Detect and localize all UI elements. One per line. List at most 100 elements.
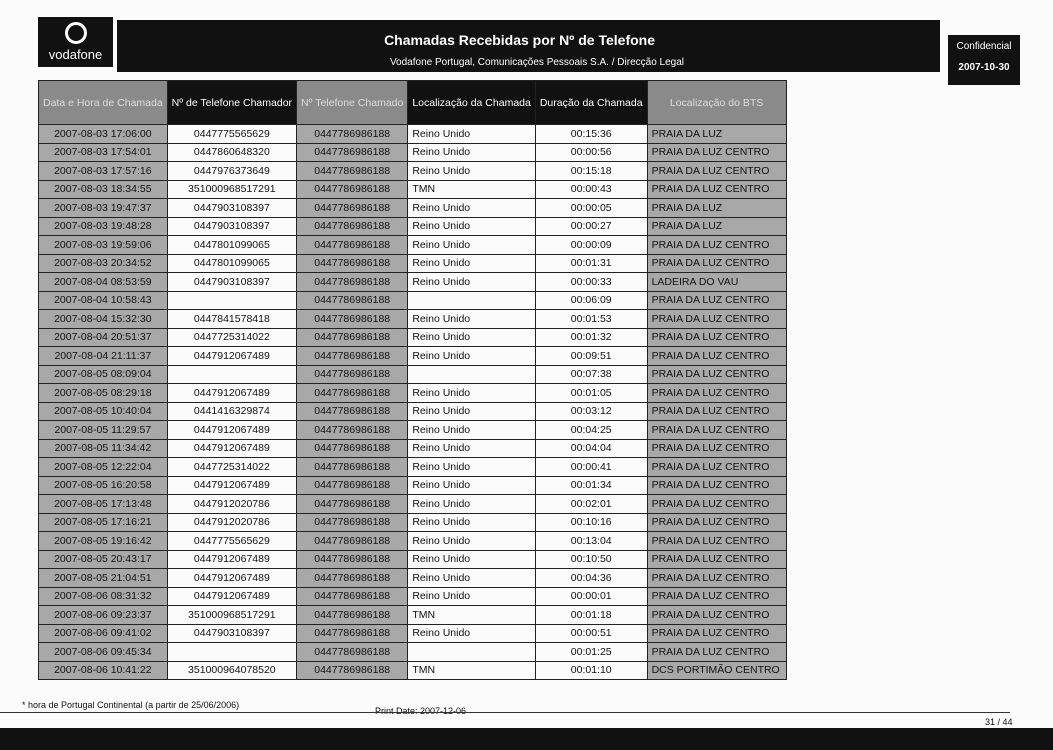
cell-bts: PRAIA DA LUZ CENTRO <box>646 420 787 440</box>
cell-duration: 00:00:56 <box>534 142 648 162</box>
cell-bts: PRAIA DA LUZ CENTRO <box>646 383 787 403</box>
cell-duration: 00:00:27 <box>534 216 648 236</box>
print-date: Print Date: 2007-12-06 <box>375 706 467 716</box>
cell-bts: PRAIA DA LUZ CENTRO <box>646 605 787 625</box>
cell-bts: PRAIA DA LUZ CENTRO <box>646 438 787 458</box>
cell-caller: 0447903108397 <box>166 198 298 218</box>
cell-location: TMN <box>407 605 536 625</box>
cell-duration: 00:10:50 <box>534 549 648 569</box>
page-title: Chamadas Recebidas por Nº de Telefone <box>384 32 655 48</box>
cell-caller: 0447912067489 <box>166 420 298 440</box>
confidential-label: Confidencial <box>956 41 1012 52</box>
cell-called: 0447786986188 <box>296 198 409 218</box>
cell-location: Reino Unido <box>407 235 536 255</box>
cell-called: 0447786986188 <box>296 309 409 329</box>
table-row: 2007-08-03 17:54:01 0447860648320 04477869… <box>38 142 787 162</box>
cell-called: 0447786986188 <box>296 383 409 403</box>
table-row: 2007-08-03 19:59:06 0447801099065 04477869… <box>38 235 787 255</box>
cell-called: 0447786986188 <box>296 161 409 181</box>
cell-bts: LADEIRA DO VAU <box>646 272 787 292</box>
cell-called: 0447786986188 <box>296 660 409 680</box>
cell-called: 0447786986188 <box>296 179 409 199</box>
cell-called: 0447786986188 <box>296 364 409 384</box>
cell-called: 0447786986188 <box>296 272 409 292</box>
cell-datetime: 2007-08-06 10:41:22 <box>38 660 168 680</box>
cell-caller: 0447725314022 <box>166 327 298 347</box>
cell-bts: PRAIA DA LUZ <box>646 124 787 144</box>
cell-bts: PRAIA DA LUZ CENTRO <box>646 457 787 477</box>
cell-duration: 00:01:10 <box>534 660 648 680</box>
scan-border <box>0 728 1053 750</box>
cell-duration: 00:04:04 <box>534 438 648 458</box>
cell-caller: 351000968517291 <box>166 179 298 199</box>
cell-called: 0447786986188 <box>296 531 409 551</box>
cell-location: Reino Unido <box>407 623 536 643</box>
cell-duration: 00:00:33 <box>534 272 648 292</box>
table-row: 2007-08-05 08:29:18 0447912067489 04477869… <box>38 383 787 403</box>
cell-caller: 0447912020786 <box>166 512 298 532</box>
cell-bts: PRAIA DA LUZ CENTRO <box>646 161 787 181</box>
cell-location: Reino Unido <box>407 512 536 532</box>
cell-called: 0447786986188 <box>296 235 409 255</box>
cell-datetime: 2007-08-05 17:13:48 <box>38 494 168 514</box>
cell-duration: 00:02:01 <box>534 494 648 514</box>
table-row: 2007-08-06 08:31:32 0447912067489 04477869… <box>38 586 787 606</box>
cell-caller: 0447775565629 <box>166 124 298 144</box>
table-row: 2007-08-05 17:13:48 0447912020786 04477869… <box>38 494 787 514</box>
cell-bts: PRAIA DA LUZ CENTRO <box>646 494 787 514</box>
cell-called: 0447786986188 <box>296 623 409 643</box>
cell-called: 0447786986188 <box>296 346 409 366</box>
cell-caller: 0447912067489 <box>166 346 298 366</box>
cell-caller: 0447801099065 <box>166 235 298 255</box>
cell-bts: PRAIA DA LUZ CENTRO <box>646 642 787 662</box>
cell-datetime: 2007-08-03 18:34:55 <box>38 179 168 199</box>
cell-bts: PRAIA DA LUZ <box>646 198 787 218</box>
table-row: 2007-08-05 17:16:21 0447912020786 04477869… <box>38 512 787 532</box>
cell-caller: 0447903108397 <box>166 272 298 292</box>
cell-datetime: 2007-08-05 08:09:04 <box>38 364 168 384</box>
cell-datetime: 2007-08-06 08:31:32 <box>38 586 168 606</box>
cell-called: 0447786986188 <box>296 568 409 588</box>
table-row: 2007-08-05 11:34:42 0447912067489 04477869… <box>38 438 787 458</box>
cell-duration: 00:01:31 <box>534 253 648 273</box>
cell-caller <box>166 290 298 310</box>
cell-called: 0447786986188 <box>296 605 409 625</box>
cell-location: Reino Unido <box>407 309 536 329</box>
cell-bts: PRAIA DA LUZ CENTRO <box>646 290 787 310</box>
cell-caller: 351000968517291 <box>166 605 298 625</box>
cell-location: Reino Unido <box>407 420 536 440</box>
cell-caller <box>166 642 298 662</box>
cell-duration: 00:00:41 <box>534 457 648 477</box>
cell-called: 0447786986188 <box>296 216 409 236</box>
table-row: 2007-08-05 16:20:58 0447912067489 04477869… <box>38 475 787 495</box>
cell-datetime: 2007-08-05 17:16:21 <box>38 512 168 532</box>
cell-datetime: 2007-08-03 17:54:01 <box>38 142 168 162</box>
table-row: 2007-08-06 09:23:37 351000968517291 044778… <box>38 605 787 625</box>
cell-caller: 0447725314022 <box>166 457 298 477</box>
cell-location: Reino Unido <box>407 346 536 366</box>
cell-caller: 0447775565629 <box>166 531 298 551</box>
cell-duration: 00:06:09 <box>534 290 648 310</box>
table-row: 2007-08-04 08:53:59 0447903108397 04477869… <box>38 272 787 292</box>
cell-called: 0447786986188 <box>296 401 409 421</box>
cell-datetime: 2007-08-06 09:23:37 <box>38 605 168 625</box>
cell-duration: 00:15:18 <box>534 161 648 181</box>
cell-duration: 00:00:01 <box>534 586 648 606</box>
cell-location: Reino Unido <box>407 568 536 588</box>
cell-bts: PRAIA DA LUZ CENTRO <box>646 568 787 588</box>
table-row: 2007-08-04 20:51:37 0447725314022 04477869… <box>38 327 787 347</box>
col-bts: Localização do BTS <box>646 80 787 125</box>
col-datetime: Data e Hora de Chamada <box>38 80 168 125</box>
cell-bts: PRAIA DA LUZ CENTRO <box>646 327 787 347</box>
cell-duration: 00:13:04 <box>534 531 648 551</box>
table-row: 2007-08-06 09:45:34 0447786986188 00:01:25… <box>38 642 787 662</box>
cell-duration: 00:00:09 <box>534 235 648 255</box>
cell-caller: 0447912067489 <box>166 568 298 588</box>
cell-datetime: 2007-08-03 20:34:52 <box>38 253 168 273</box>
cell-called: 0447786986188 <box>296 438 409 458</box>
table-row: 2007-08-03 19:47:37 0447903108397 04477869… <box>38 198 787 218</box>
header-band: Chamadas Recebidas por Nº de Telefone Vo… <box>117 20 940 72</box>
cell-bts: PRAIA DA LUZ CENTRO <box>646 586 787 606</box>
cell-bts: PRAIA DA LUZ <box>646 216 787 236</box>
cell-bts: DCS PORTIMÃO CENTRO <box>646 660 787 680</box>
